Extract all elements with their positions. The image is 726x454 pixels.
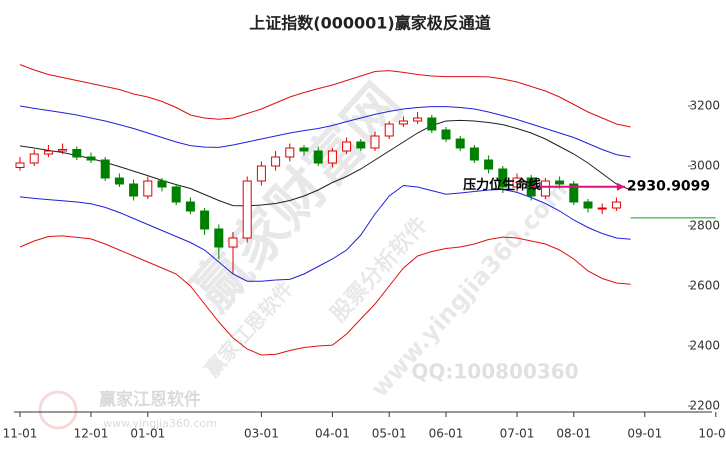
watermark: 赢家江恩软件 <box>99 389 201 410</box>
candle-body <box>143 180 153 197</box>
candle-body <box>271 156 281 167</box>
logo-circle <box>38 390 78 430</box>
candle-body <box>58 149 68 152</box>
x-tick-label: 09-01 <box>627 427 662 441</box>
x-tick-label: 03-01 <box>244 427 279 441</box>
candle-body <box>242 180 252 239</box>
candle-body <box>342 141 352 152</box>
resistance-label: 压力位生命线 <box>463 177 541 193</box>
candle-body <box>114 177 124 185</box>
candle-body <box>256 165 266 182</box>
candle-body <box>441 129 451 140</box>
chart-title: 上证指数(000001)赢家极反通道 <box>249 14 490 33</box>
x-tick-label: 11-01 <box>3 427 38 441</box>
band-line <box>19 184 631 282</box>
y-tick-label: 3200 <box>689 99 720 113</box>
x-tick-label: 12-01 <box>74 427 109 441</box>
candle-body <box>555 180 565 185</box>
candle-body <box>597 207 607 210</box>
y-tick-label: 3000 <box>689 159 720 173</box>
candle-body <box>540 180 550 197</box>
candle-body <box>228 237 238 248</box>
y-tick-label: 2200 <box>689 399 720 413</box>
candle-body <box>86 156 96 161</box>
candle-body <box>43 150 53 155</box>
candle-body <box>285 147 295 158</box>
x-tick-label: 06-01 <box>429 427 464 441</box>
candle-body <box>100 159 110 179</box>
y-tick-label: 2400 <box>689 339 720 353</box>
candle-body <box>214 228 224 248</box>
candle-body <box>569 183 579 203</box>
candle-body <box>484 159 494 170</box>
band-line <box>19 105 631 158</box>
candle-body <box>512 177 522 188</box>
candle-body <box>583 201 593 209</box>
band-line <box>19 235 631 356</box>
x-tick-label: 08-01 <box>556 427 591 441</box>
candle-body <box>185 201 195 212</box>
candle-body <box>384 123 394 137</box>
candle-body <box>469 147 479 161</box>
resistance-value: 2930.9099 <box>627 179 710 195</box>
candle-body <box>72 149 82 158</box>
x-tick-label: 10-01 <box>698 427 726 441</box>
candle-body <box>370 135 380 149</box>
candle-body <box>611 201 621 209</box>
y-tick-label: 2800 <box>689 219 720 233</box>
band-line <box>19 119 631 207</box>
candle-body <box>313 150 323 164</box>
candle-body <box>200 210 210 230</box>
y-tick-label: 2600 <box>689 279 720 293</box>
candle-body <box>455 138 465 149</box>
x-tick-label: 07-01 <box>500 427 535 441</box>
candle-body <box>427 117 437 131</box>
candle-body <box>157 180 167 188</box>
watermark: www.yingjia360.com <box>103 417 217 430</box>
candle-body <box>299 147 309 152</box>
candle-body <box>15 162 25 168</box>
band-line <box>19 64 631 128</box>
candle-body <box>171 186 181 203</box>
x-tick-label: 04-01 <box>315 427 350 441</box>
x-tick-label: 05-01 <box>372 427 407 441</box>
candle-body <box>327 150 337 164</box>
resistance-arrow <box>616 182 625 191</box>
candle-body <box>398 120 408 125</box>
candle-body <box>498 168 508 188</box>
candle-body <box>129 183 139 197</box>
candle-body <box>413 117 423 122</box>
watermark: QQ:100800360 <box>411 360 578 384</box>
candle-body <box>356 141 366 149</box>
candle-body <box>29 153 39 164</box>
x-tick-label: 01-01 <box>130 427 165 441</box>
